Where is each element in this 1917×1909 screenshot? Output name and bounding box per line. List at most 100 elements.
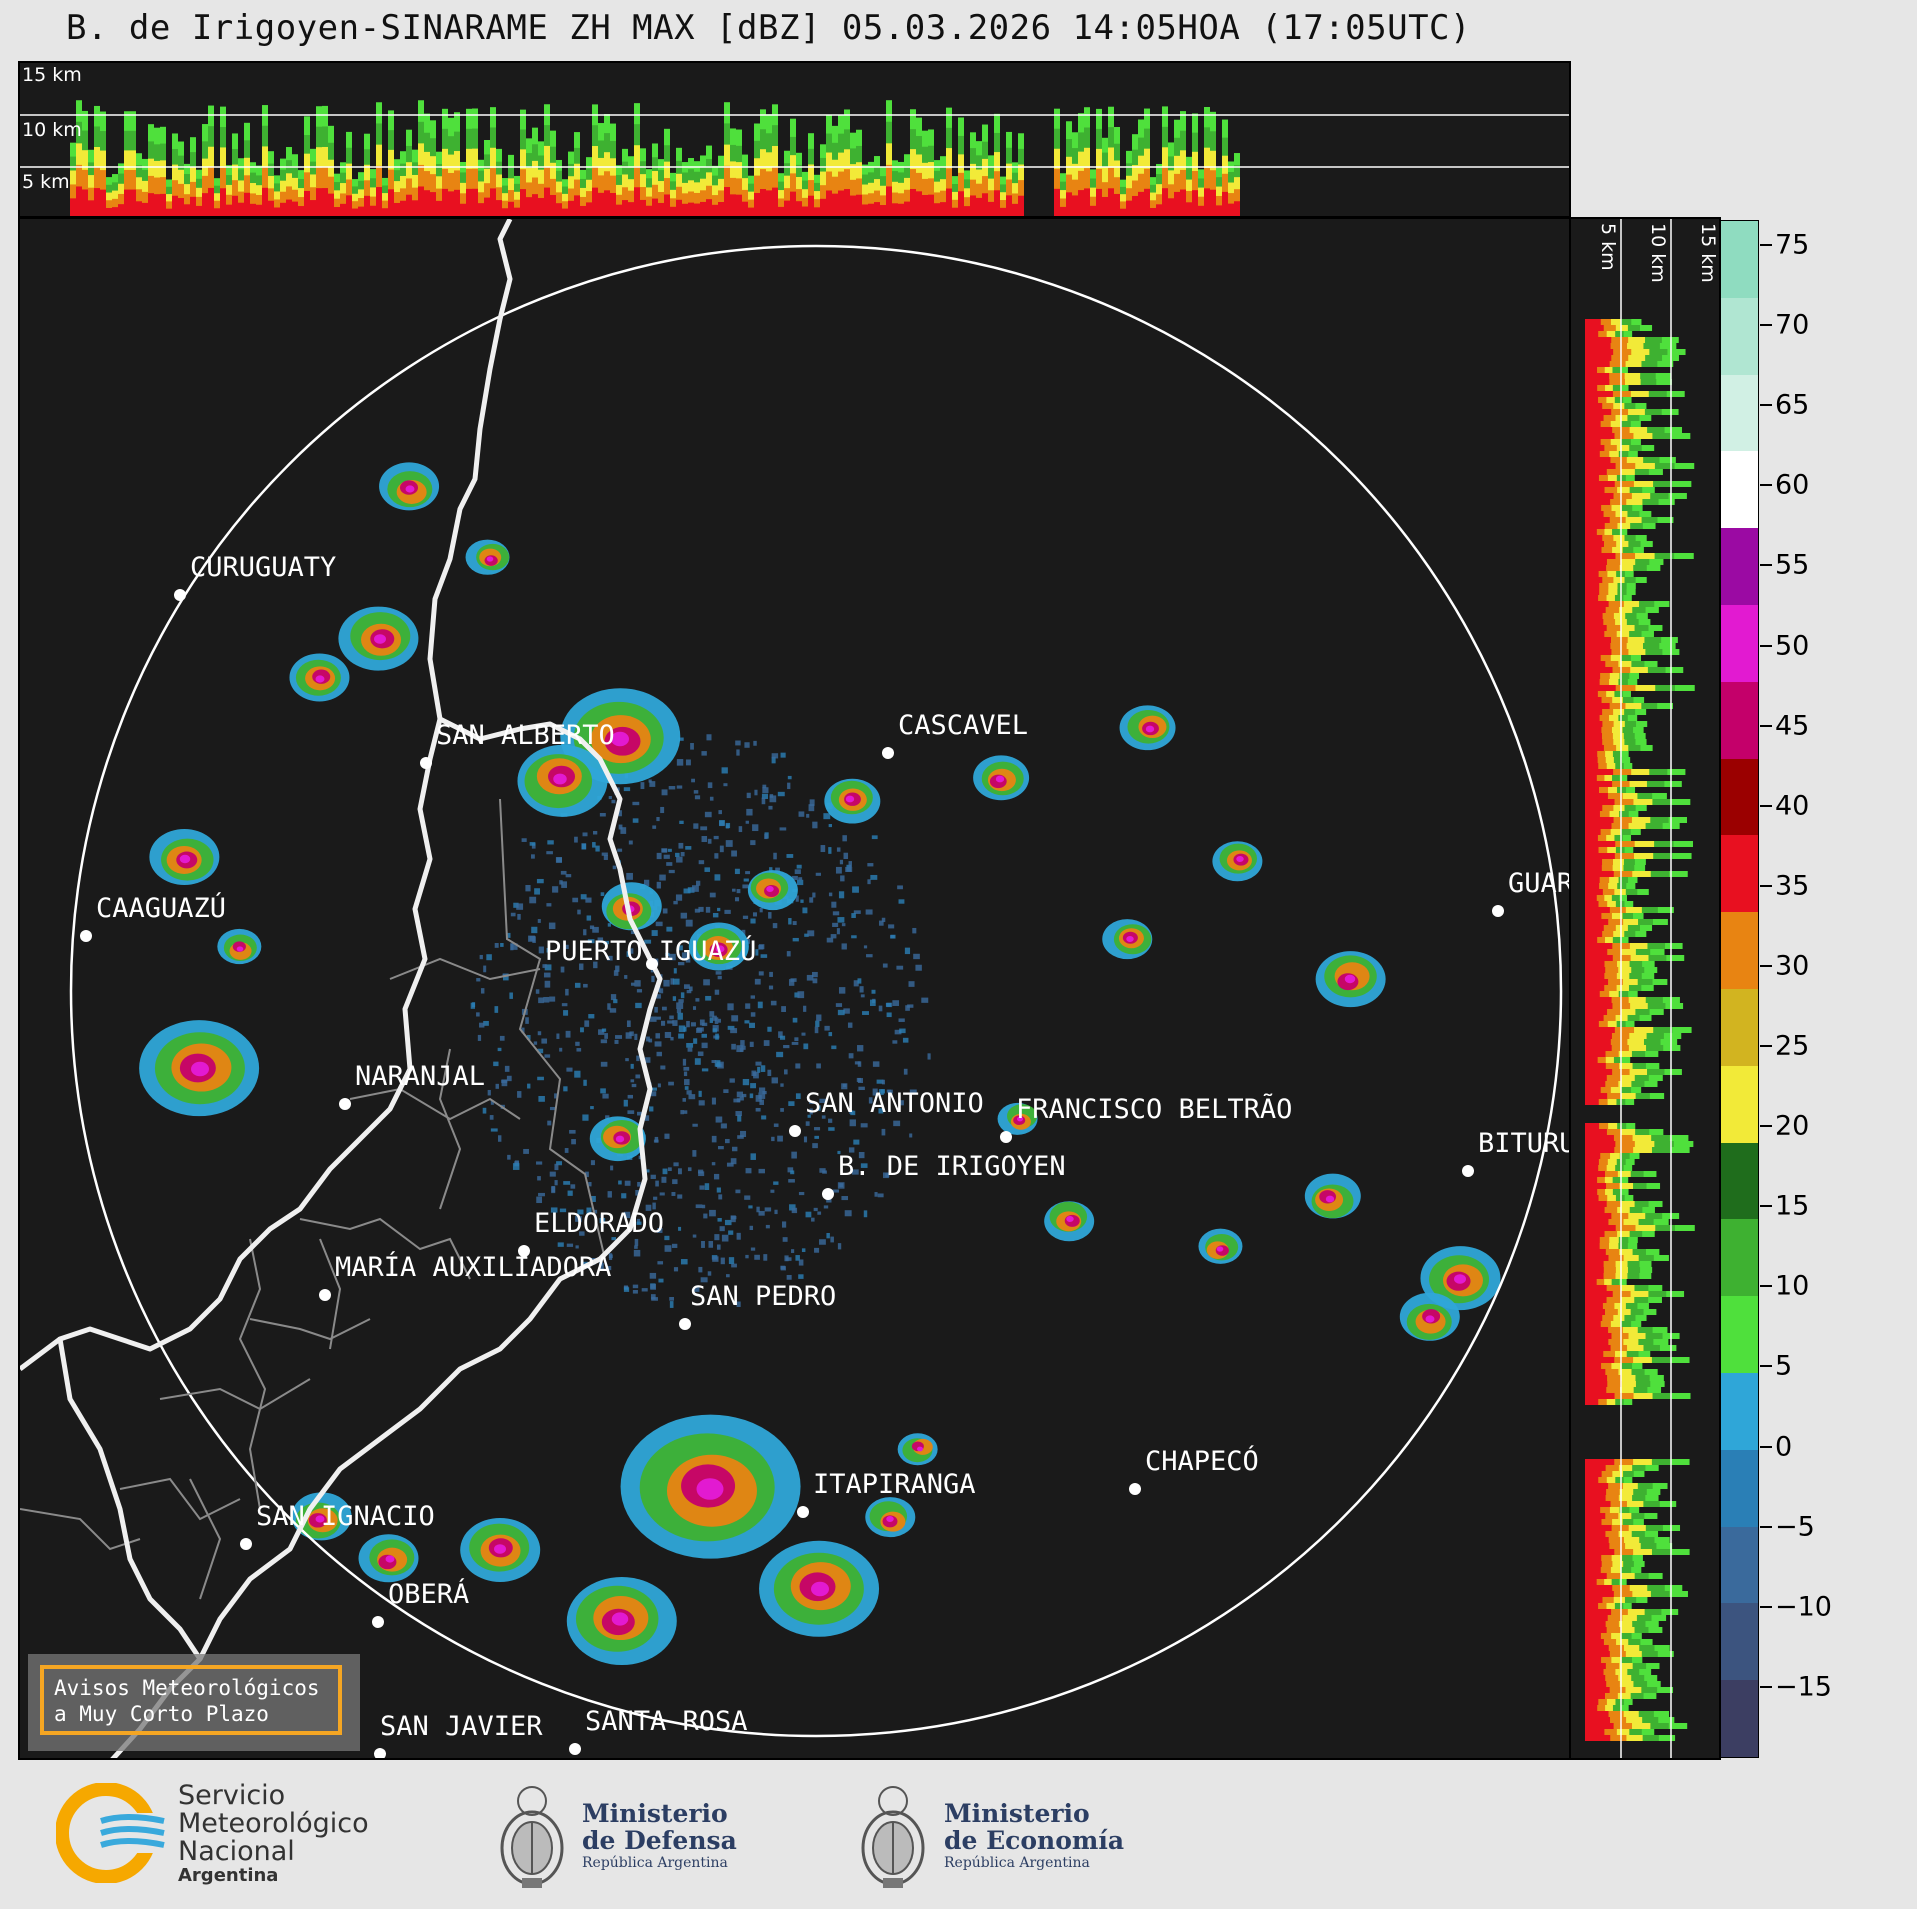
- echo-pixel: [648, 779, 652, 783]
- colorbar-tick-label: −10: [1775, 1591, 1832, 1623]
- echo-pixel: [771, 1136, 775, 1142]
- echo-pixel: [812, 892, 816, 898]
- city-dot: [789, 1125, 801, 1137]
- echo-pixel: [691, 778, 696, 783]
- echo-pixel: [857, 978, 862, 984]
- echo-pixel: [544, 980, 551, 988]
- echo-pixel: [736, 889, 741, 894]
- profile-column: [1162, 188, 1168, 216]
- colorbar-segment: [1721, 528, 1758, 605]
- echo-pixel: [666, 926, 673, 932]
- economia-line-1: Ministerio: [944, 1799, 1090, 1828]
- echo-pixel: [756, 1206, 760, 1213]
- echo-pixel: [678, 737, 684, 741]
- echo-pixel: [490, 1100, 494, 1105]
- profile-row: [1585, 643, 1611, 649]
- echo-pixel: [657, 1227, 663, 1233]
- colorbar-tick-label: 40: [1775, 790, 1810, 822]
- echo-pixel: [621, 1193, 627, 1199]
- echo-pixel: [709, 1011, 715, 1017]
- profile-row: [1585, 595, 1599, 601]
- echo-pixel: [593, 1209, 598, 1214]
- echo-pixel: [712, 913, 719, 918]
- echo-pixel: [860, 1123, 868, 1128]
- echo-pixel: [817, 1105, 821, 1111]
- echo-pixel: [654, 1006, 658, 1013]
- echo-pixel: [532, 936, 536, 943]
- echo-pixel: [646, 1169, 650, 1173]
- echo-pixel: [837, 1150, 841, 1155]
- profile-column: [1018, 195, 1024, 216]
- profile-column: [340, 203, 346, 216]
- echo-pixel: [536, 1161, 543, 1165]
- profile-row: [1585, 1255, 1609, 1261]
- echo-pixel: [886, 1012, 892, 1018]
- echo-pixel: [709, 796, 714, 801]
- profile-row: [1585, 1639, 1604, 1645]
- echo-pixel: [564, 1148, 569, 1153]
- echo-pixel: [650, 1016, 657, 1022]
- echo-pixel: [583, 1079, 587, 1086]
- colorbar-segment: [1721, 297, 1758, 375]
- radar-map-panel[interactable]: CURUGUATY SAN ALBERTO CASCAVEL CAAGUAZÚ GUAR…: [18, 217, 1571, 1760]
- echo-pixel: [758, 944, 764, 950]
- echo-pixel: [494, 943, 499, 948]
- profile-column: [94, 188, 100, 216]
- profile-column: [250, 203, 256, 216]
- echo-pixel: [730, 1215, 736, 1223]
- echo-pixel: [764, 833, 768, 840]
- colorbar-segment: [1721, 1449, 1758, 1527]
- echo-pixel: [529, 842, 536, 846]
- echo-pixel: [729, 1078, 735, 1083]
- echo-pixel: [691, 885, 699, 892]
- profile-row: [1585, 1609, 1612, 1615]
- profile-row: [1585, 391, 1613, 397]
- echo-pixel: [736, 1301, 741, 1308]
- profile-row: [1585, 1591, 1614, 1597]
- profile-column: [604, 190, 610, 216]
- echo-pixel: [574, 982, 581, 988]
- profile-row: [1585, 961, 1605, 967]
- echo-pixel: [811, 1217, 815, 1222]
- echo-pixel: [676, 785, 683, 789]
- colorbar-segment: [1721, 451, 1758, 529]
- echo-pixel: [550, 1207, 558, 1213]
- profile-row: [1585, 1177, 1598, 1183]
- echo-pixel: [896, 965, 904, 970]
- profile-row: [1585, 877, 1600, 883]
- profile-row: [1585, 925, 1604, 931]
- echo-pixel: [695, 998, 700, 1002]
- echo-pixel: [796, 879, 804, 886]
- echo-pixel: [649, 1106, 654, 1112]
- echo-pixel: [859, 986, 864, 993]
- echo-pixel: [902, 1037, 909, 1043]
- profile-row: [1585, 445, 1605, 451]
- echo-pixel: [682, 1098, 686, 1102]
- echo-pixel: [780, 752, 786, 758]
- profile-row: [1585, 1183, 1607, 1189]
- echo-pixel: [754, 789, 758, 796]
- echo-pixel: [592, 926, 599, 933]
- echo-pixel: [735, 740, 741, 746]
- echo-pixel: [653, 1196, 658, 1200]
- profile-row: [1585, 1543, 1610, 1549]
- profile-column: [790, 191, 796, 216]
- echo-pixel: [560, 966, 565, 973]
- echo-pixel: [736, 749, 740, 756]
- profile-row: [1585, 817, 1614, 823]
- echo-pixel: [608, 796, 612, 800]
- echo-pixel: [742, 1078, 750, 1086]
- echo-pixel: [775, 867, 780, 872]
- profile-row: [1585, 799, 1615, 805]
- profile-row: [1585, 1093, 1608, 1099]
- profile-column: [994, 190, 1000, 216]
- profile-column: [1144, 188, 1150, 216]
- profile-column: [268, 200, 274, 216]
- echo-pixel: [537, 1048, 544, 1054]
- echo-pixel: [510, 912, 516, 917]
- echo-pixel: [660, 806, 665, 814]
- warning-box[interactable]: Avisos Meteorológicos a Muy Corto Plazo: [28, 1654, 360, 1751]
- echo-pixel: [839, 859, 844, 865]
- echo-pixel: [521, 838, 527, 842]
- profile-column: [262, 187, 268, 216]
